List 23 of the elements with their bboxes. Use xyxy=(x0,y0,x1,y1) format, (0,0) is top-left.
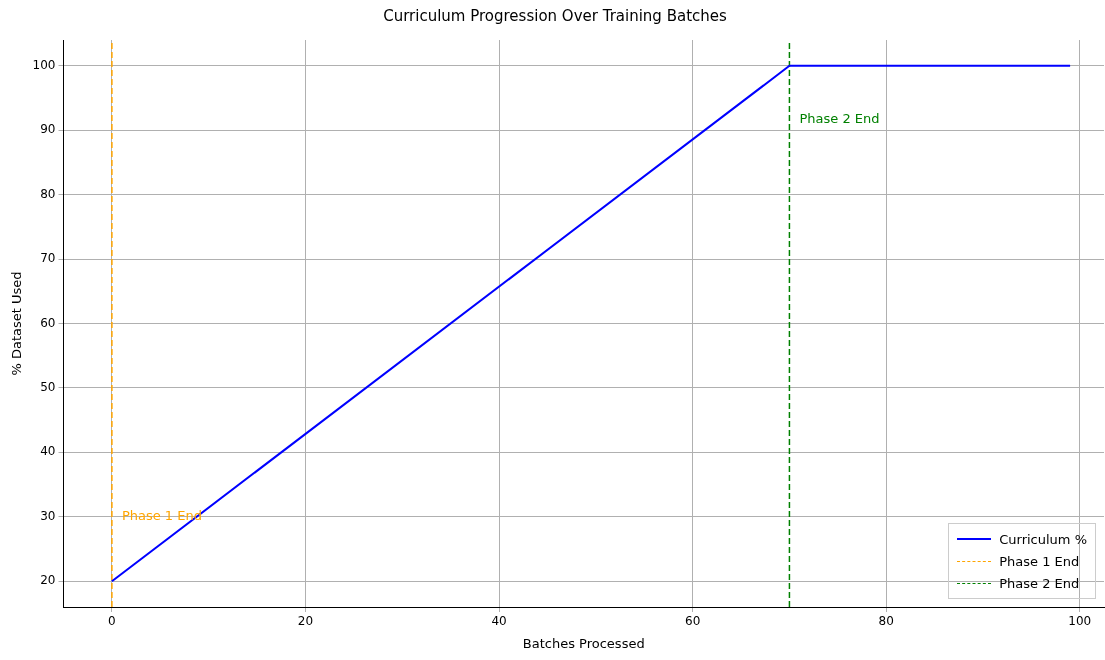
y-tick-label: 60 xyxy=(40,315,56,330)
y-tick-label: 20 xyxy=(40,573,56,588)
x-axis-title: Batches Processed xyxy=(522,635,645,651)
y-tick-label: 70 xyxy=(40,251,56,266)
chart-title: Curriculum Progression Over Training Batches xyxy=(383,6,727,25)
x-tick-label: 20 xyxy=(297,614,314,629)
text: Phase 2 End xyxy=(999,575,1080,591)
y-tick-label: 40 xyxy=(40,444,56,459)
y-tick-label: 90 xyxy=(40,122,56,137)
x-tick-label: 80 xyxy=(878,614,894,629)
x-tick-label: 60 xyxy=(685,614,701,629)
x-tick-label: 0 xyxy=(108,614,116,629)
ref-line-label: Phase 1 End xyxy=(121,507,202,523)
y-tick-label: 80 xyxy=(40,186,56,201)
x-tick-label: 100 xyxy=(1068,614,1092,629)
legend-label: Curriculum % xyxy=(999,531,1087,547)
y-tick-label: 30 xyxy=(40,508,56,523)
y-tick-label: 100 xyxy=(32,57,56,72)
text: Phase 1 End xyxy=(999,553,1080,569)
ref-line-label: Phase 2 End xyxy=(799,110,880,126)
x-tick-label: 40 xyxy=(491,614,507,629)
y-axis-title: % Dataset Used xyxy=(9,271,25,376)
y-tick-label: 50 xyxy=(40,380,56,395)
